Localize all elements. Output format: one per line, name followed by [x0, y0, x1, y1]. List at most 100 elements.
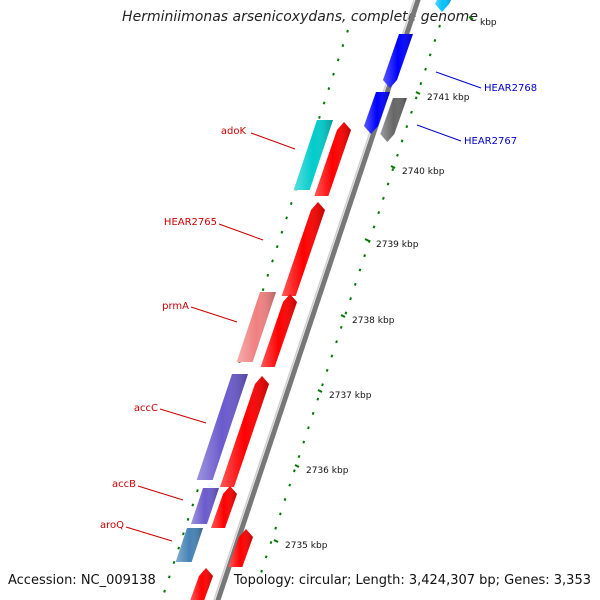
forward-track-dot [327, 87, 331, 91]
tick-track-dot [311, 411, 315, 415]
tick-mark [294, 464, 300, 468]
gene-label-HEAR2768[interactable]: HEAR2768 [484, 83, 537, 94]
tick-track-dot [405, 125, 409, 129]
tick-label: 2736 kbp [306, 466, 349, 476]
gene-label-HEAR2767[interactable]: HEAR2767 [464, 136, 517, 147]
tick-track-dot [349, 297, 352, 301]
tick-track-dot [363, 254, 367, 258]
tick-track-dot [410, 110, 413, 114]
tick-track-dot [438, 24, 441, 28]
forward-gene-arrow-shade [190, 568, 213, 600]
tick-track-dot [419, 82, 423, 86]
tick-track-dot [302, 440, 306, 444]
tick-track-dot [307, 426, 310, 430]
tick-track-dot [414, 96, 418, 100]
tick-label: 2739 kbp [376, 240, 419, 250]
forward-gene-arrow-shade [260, 294, 297, 367]
forward-track-dot [275, 245, 279, 249]
gene-label-accC[interactable]: accC [134, 403, 158, 414]
gene-label-HEAR2765[interactable]: HEAR2765 [164, 217, 217, 228]
forward-track-dot [289, 201, 293, 206]
forward-track-dot [182, 532, 185, 536]
tick-track-dot [433, 39, 437, 43]
tick-track-dot [372, 225, 376, 229]
tick-track-dot [325, 368, 329, 372]
gene-aroQ-shade [175, 528, 203, 562]
gene-label-prmA[interactable]: prmA [162, 301, 189, 312]
tick-track-dot [330, 354, 334, 358]
tick-track-dot [396, 153, 399, 157]
forward-track-dot [285, 216, 288, 220]
topology-text: Topology: circular; Length: 3,424,307 bp… [233, 573, 591, 588]
gene-label-leader [190, 306, 238, 323]
tick-track-dot [382, 196, 385, 200]
tick-track-dot [386, 182, 390, 186]
gene-label-leader [435, 71, 482, 89]
gene-label-accB[interactable]: accB [112, 479, 136, 490]
reverse-gene-arrow-shade [364, 92, 390, 134]
tick-label: 2738 kbp [352, 316, 395, 326]
gene-HEAR2768-shade [383, 34, 413, 88]
gene-label-aroQ[interactable]: aroQ [100, 520, 124, 531]
tick-label: kbp [480, 18, 497, 28]
tick-mark [273, 539, 279, 543]
tick-track-dot [264, 555, 268, 559]
tick-mark [364, 238, 370, 242]
gene-adoK-shade [293, 120, 333, 190]
tick-mark [390, 165, 396, 169]
gene-label-leader [416, 124, 462, 142]
tick-track-dot [316, 397, 320, 401]
tick-track-dot [278, 512, 282, 516]
tick-label: 2740 kbp [402, 167, 445, 177]
tick-track-dot [321, 383, 324, 387]
tick-track-dot [424, 67, 427, 71]
tick-track-dot [339, 325, 343, 329]
tick-track-dot [288, 483, 292, 487]
forward-track-dot [336, 58, 340, 62]
gene-accC-shade [196, 374, 248, 480]
forward-gene-arrow-shade [228, 529, 253, 567]
gene-HEAR2767-shade [380, 98, 407, 142]
gene-label-leader [218, 223, 264, 241]
forward-track-dot [332, 72, 335, 76]
map-title: Herminiimonas arsenicoxydans, complete g… [122, 9, 478, 25]
gene-accB-shade [191, 488, 219, 524]
forward-track-dot [341, 44, 345, 48]
forward-track-dot [191, 503, 195, 507]
forward-track-dot [172, 560, 176, 564]
genome-backbone-highlight [213, 0, 415, 600]
tick-track-dot [335, 340, 338, 344]
forward-track-dot [177, 546, 181, 550]
forward-gene-arrow-shade [281, 202, 325, 296]
tick-label: 2735 kbp [285, 541, 328, 551]
reverse-gene-arrow-shade [435, 0, 451, 12]
tick-track-dot [428, 53, 432, 57]
forward-track-dot [196, 489, 199, 493]
tick-label: 2737 kbp [329, 391, 372, 401]
tick-track-dot [400, 139, 404, 143]
tick-track-dot [367, 239, 371, 243]
forward-track-dot [280, 230, 284, 234]
tick-track-dot [269, 540, 273, 545]
tick-track-dot [377, 211, 381, 215]
tick-label: 2741 kbp [427, 93, 470, 103]
forward-gene-arrow-shade [314, 122, 351, 196]
forward-track-dot [167, 575, 171, 579]
forward-track-dot [266, 273, 270, 277]
tick-mark [468, 16, 474, 20]
tick-track-dot [293, 469, 296, 473]
forward-track-dot [346, 29, 349, 33]
tick-mark [317, 389, 323, 393]
tick-track-dot [274, 526, 278, 530]
gene-label-adoK[interactable]: adoK [221, 126, 247, 137]
tick-track-dot [353, 282, 357, 286]
tick-track-dot [283, 497, 287, 502]
forward-gene-arrow-shade [220, 376, 269, 487]
forward-track-dot [322, 101, 326, 105]
tick-track-dot [260, 569, 263, 573]
tick-track-dot [297, 454, 301, 458]
gene-label-leader [159, 408, 207, 424]
tick-track-dot [358, 268, 362, 272]
accession-text: Accession: NC_009138 [8, 573, 156, 588]
